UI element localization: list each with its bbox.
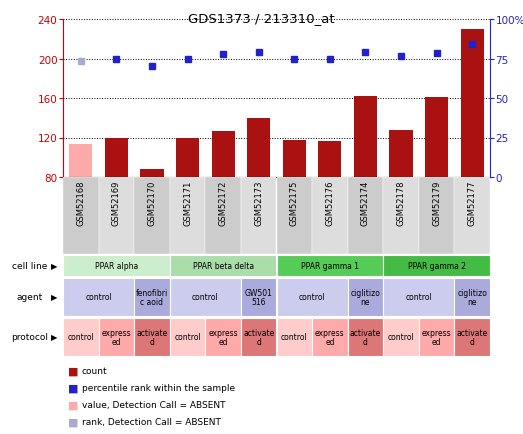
Text: cell line: cell line [13, 261, 48, 270]
Bar [419, 178, 454, 254]
Bar [461, 30, 484, 178]
Text: GSM52176: GSM52176 [325, 180, 334, 225]
Bar [454, 279, 490, 316]
Bar [206, 178, 241, 254]
Text: activate
d: activate d [137, 328, 167, 347]
Bar [241, 279, 277, 316]
Bar [283, 141, 306, 178]
Text: GW501
516: GW501 516 [245, 288, 272, 307]
Bar [170, 178, 206, 254]
Bar [319, 142, 342, 178]
Text: GSM52171: GSM52171 [183, 180, 192, 225]
Text: GSM52172: GSM52172 [219, 180, 228, 225]
Bar [383, 178, 419, 254]
Text: ▶: ▶ [51, 261, 57, 270]
Text: control: control [174, 333, 201, 342]
Text: protocol: protocol [12, 333, 49, 342]
Bar [277, 255, 383, 276]
Text: control: control [192, 293, 219, 302]
Bar [241, 319, 277, 356]
Text: count: count [82, 367, 108, 376]
Bar [69, 145, 93, 178]
Text: control: control [85, 293, 112, 302]
Text: activate
d: activate d [350, 328, 381, 347]
Text: control: control [281, 333, 308, 342]
Bar [176, 138, 199, 178]
Bar [170, 319, 206, 356]
Bar [63, 255, 170, 276]
Bar [105, 138, 128, 178]
Text: GSM52174: GSM52174 [361, 180, 370, 225]
Text: express
ed: express ed [101, 328, 131, 347]
Bar [63, 319, 98, 356]
Bar [170, 255, 277, 276]
Text: GSM52168: GSM52168 [76, 180, 85, 225]
Bar [134, 178, 170, 254]
Bar [277, 319, 312, 356]
Bar [277, 178, 312, 254]
Bar [354, 97, 377, 178]
Bar [241, 178, 277, 254]
Bar [140, 170, 164, 178]
Text: ▶: ▶ [51, 333, 57, 342]
Text: percentile rank within the sample: percentile rank within the sample [82, 384, 235, 393]
Text: PPAR gamma 2: PPAR gamma 2 [407, 261, 465, 270]
Text: activate
d: activate d [243, 328, 275, 347]
Bar [212, 131, 235, 178]
Bar [383, 255, 490, 276]
Bar [98, 178, 134, 254]
Text: activate
d: activate d [457, 328, 488, 347]
Text: value, Detection Call = ABSENT: value, Detection Call = ABSENT [82, 401, 225, 410]
Bar [454, 178, 490, 254]
Text: GSM52173: GSM52173 [254, 180, 263, 225]
Bar [63, 178, 98, 254]
Text: ciglitizo
ne: ciglitizo ne [350, 288, 380, 307]
Bar [170, 279, 241, 316]
Text: control: control [299, 293, 325, 302]
Text: express
ed: express ed [422, 328, 451, 347]
Bar [312, 319, 348, 356]
Text: ■: ■ [68, 383, 78, 393]
Bar [247, 118, 270, 178]
Text: GSM52169: GSM52169 [112, 180, 121, 225]
Bar [348, 279, 383, 316]
Text: agent: agent [17, 293, 43, 302]
Bar [383, 319, 419, 356]
Text: express
ed: express ed [208, 328, 238, 347]
Text: GSM52178: GSM52178 [396, 180, 405, 225]
Text: PPAR alpha: PPAR alpha [95, 261, 138, 270]
Bar [63, 279, 134, 316]
Bar [390, 130, 413, 178]
Text: GSM52170: GSM52170 [147, 180, 156, 225]
Text: rank, Detection Call = ABSENT: rank, Detection Call = ABSENT [82, 418, 221, 427]
Text: ciglitizo
ne: ciglitizo ne [457, 288, 487, 307]
Bar [98, 319, 134, 356]
Text: GSM52177: GSM52177 [468, 180, 476, 225]
Text: control: control [405, 293, 432, 302]
Text: control: control [67, 333, 94, 342]
Bar [348, 178, 383, 254]
Text: ■: ■ [68, 417, 78, 427]
Text: fenofibri
c aoid: fenofibri c aoid [136, 288, 168, 307]
Bar [312, 178, 348, 254]
Text: GSM52179: GSM52179 [432, 180, 441, 225]
Bar [419, 319, 454, 356]
Bar [383, 279, 454, 316]
Bar [277, 279, 348, 316]
Text: PPAR beta delta: PPAR beta delta [192, 261, 254, 270]
Bar [425, 98, 448, 178]
Bar [134, 319, 170, 356]
Bar [206, 319, 241, 356]
Text: control: control [388, 333, 414, 342]
Bar [454, 319, 490, 356]
Text: GDS1373 / 213310_at: GDS1373 / 213310_at [188, 12, 335, 25]
Text: ■: ■ [68, 366, 78, 376]
Text: PPAR gamma 1: PPAR gamma 1 [301, 261, 359, 270]
Bar [134, 279, 170, 316]
Text: GSM52175: GSM52175 [290, 180, 299, 225]
Text: express
ed: express ed [315, 328, 345, 347]
Text: ■: ■ [68, 400, 78, 410]
Bar [348, 319, 383, 356]
Text: ▶: ▶ [51, 293, 57, 302]
